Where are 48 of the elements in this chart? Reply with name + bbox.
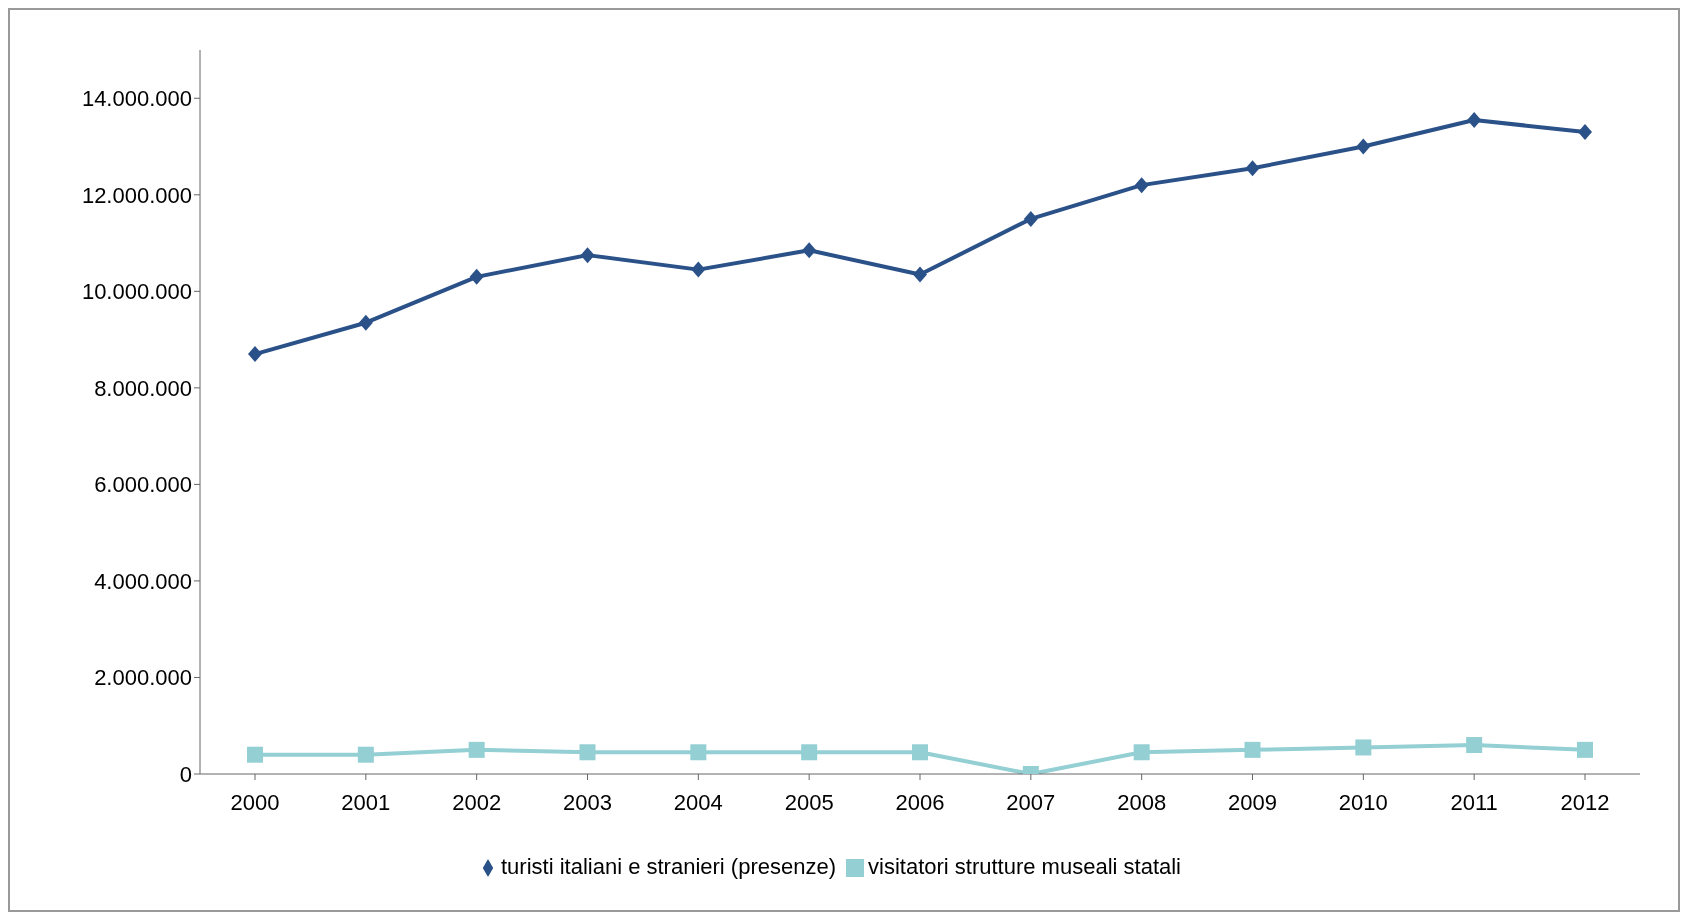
y-tick-label: 0: [179, 761, 192, 787]
x-tick-label: 2002: [452, 789, 502, 815]
point: [913, 266, 927, 283]
point: [1245, 160, 1260, 177]
point: [579, 744, 596, 761]
y-tick-label: 8.000.000: [94, 375, 192, 401]
point: [247, 746, 263, 763]
point: [1133, 744, 1150, 761]
x-tick-label: 2012: [1560, 789, 1610, 815]
point: [580, 247, 595, 264]
x-tick-label: 2003: [563, 789, 612, 815]
point: [1244, 741, 1261, 758]
point: [1355, 739, 1372, 756]
point: [690, 744, 707, 761]
point: [248, 346, 262, 363]
point: [1467, 111, 1482, 128]
point: [1356, 138, 1371, 155]
x-tick-label: 2009: [1228, 789, 1277, 815]
x-tick-label: 2000: [230, 789, 280, 815]
x-tick-label: 2001: [341, 789, 391, 815]
x-tick-label: 2006: [895, 789, 945, 815]
point: [1577, 741, 1593, 758]
point: [802, 242, 817, 259]
y-tick-label: 12.000.000: [81, 182, 192, 208]
y-tick-label: 10.000.000: [81, 279, 192, 305]
y-tick-label: 6.000.000: [94, 472, 192, 498]
y-tick-label: 14.000.000: [81, 86, 192, 112]
x-tick-label: 2011: [1450, 789, 1498, 815]
legend-label: visitatori strutture museali statali: [868, 854, 1182, 879]
y-tick-label: 2.000.000: [94, 665, 192, 691]
x-tick-label: 2007: [1006, 789, 1056, 815]
point: [801, 744, 818, 761]
point: [1134, 177, 1149, 194]
x-tick-label: 2004: [673, 789, 723, 815]
point: [912, 744, 928, 761]
point: [691, 261, 706, 278]
point: [468, 741, 485, 758]
y-tick-label: 4.000.000: [94, 568, 192, 594]
legend-label: turisti italiani e stranieri (presenze): [500, 854, 837, 879]
x-tick-label: 2005: [784, 789, 834, 815]
point: [1578, 124, 1592, 141]
point: [357, 746, 374, 763]
point: [1023, 210, 1038, 227]
x-tick-label: 2008: [1117, 789, 1167, 815]
point: [358, 314, 373, 331]
x-tick-label: 2010: [1338, 789, 1388, 815]
point: [1466, 737, 1483, 754]
point: [469, 268, 484, 285]
